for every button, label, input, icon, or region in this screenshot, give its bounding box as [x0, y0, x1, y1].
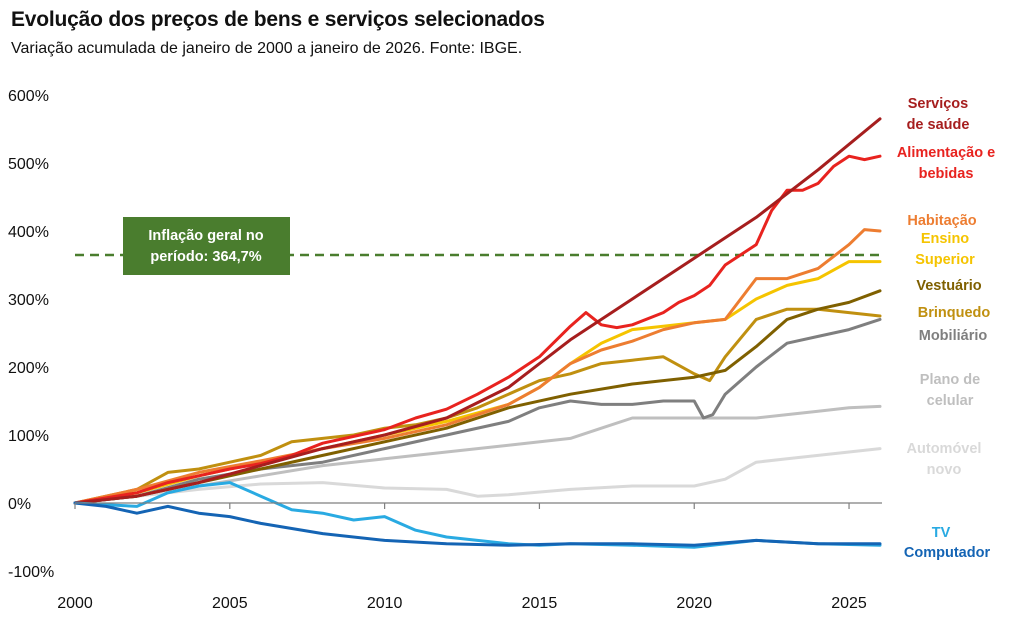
chart-title: Evolução dos preços de bens e serviços s…: [11, 8, 545, 31]
series-label-serviços-de-saúde: de saúde: [907, 117, 970, 133]
series-label-computador: Computador: [904, 545, 991, 561]
y-tick-label: 400%: [8, 224, 49, 241]
chart-subtitle: Variação acumulada de janeiro de 2000 a …: [11, 40, 523, 57]
series-line-plano-de-celular: [73, 404, 882, 505]
series-line-tv: [73, 481, 882, 549]
series-label-brinquedo: Brinquedo: [918, 305, 991, 321]
x-tick-label: 2025: [831, 595, 867, 612]
series-labels: Serviços de saúde Alimentação e bebidas Habi…: [897, 96, 995, 561]
series-label-ensino-superior: Ensino: [921, 231, 969, 247]
series-label-vestuário: Vestuário: [916, 278, 981, 294]
x-axis-ticks: 2000 2005 2010 2015 2020 2025: [57, 595, 867, 612]
reference-label: Inflação geral no: [148, 228, 263, 244]
series-line-serviços-de-saúde: [73, 117, 882, 505]
series-label-mobiliário: Mobiliário: [919, 328, 988, 344]
series-label-tv: TV: [932, 525, 951, 541]
x-tick-label: 2015: [522, 595, 558, 612]
y-tick-label: 500%: [8, 156, 49, 173]
y-tick-label: 100%: [8, 428, 49, 445]
x-tick-label: 2000: [57, 595, 93, 612]
reference-label-box: [123, 217, 290, 275]
series-label-ensino-superior: Superior: [915, 252, 975, 268]
x-axis: [74, 502, 882, 509]
series-line-automóvel-novo: [73, 447, 882, 505]
series-line-ensino-superior: [73, 260, 882, 505]
y-tick-label: 200%: [8, 360, 49, 377]
y-tick-label: 600%: [8, 88, 49, 105]
reference-line-group: Inflação geral no período: 364,7%: [75, 217, 880, 275]
y-tick-label: -100%: [8, 564, 54, 581]
series-line-computador: [73, 501, 882, 547]
x-tick-label: 2010: [367, 595, 403, 612]
series-label-habitação: Habitação: [907, 213, 976, 229]
series-label-automóvel-novo: novo: [927, 462, 962, 478]
x-tick-label: 2005: [212, 595, 248, 612]
x-tick-label: 2020: [676, 595, 712, 612]
y-tick-label: 300%: [8, 292, 49, 309]
series-label-serviços-de-saúde: Serviços: [908, 96, 968, 112]
series-label-plano-de-celular: celular: [927, 393, 974, 409]
series-line-vestuário: [73, 289, 882, 505]
series-line-brinquedo: [73, 307, 882, 505]
reference-label: período: 364,7%: [150, 249, 261, 265]
series-label-automóvel-novo: Automóvel: [907, 441, 982, 457]
series-label-plano-de-celular: Plano de: [920, 372, 980, 388]
y-axis-ticks: 600% 500% 400% 300% 200% 100% 0% -100%: [8, 88, 54, 581]
series-label-alimentação-e-bebidas: Alimentação e: [897, 145, 995, 161]
y-tick-label: 0%: [8, 496, 31, 513]
series-lines: [73, 117, 882, 549]
series-label-alimentação-e-bebidas: bebidas: [919, 166, 974, 182]
series-line-mobiliário: [73, 317, 882, 505]
series-line-alimentação-e-bebidas: [73, 154, 882, 505]
